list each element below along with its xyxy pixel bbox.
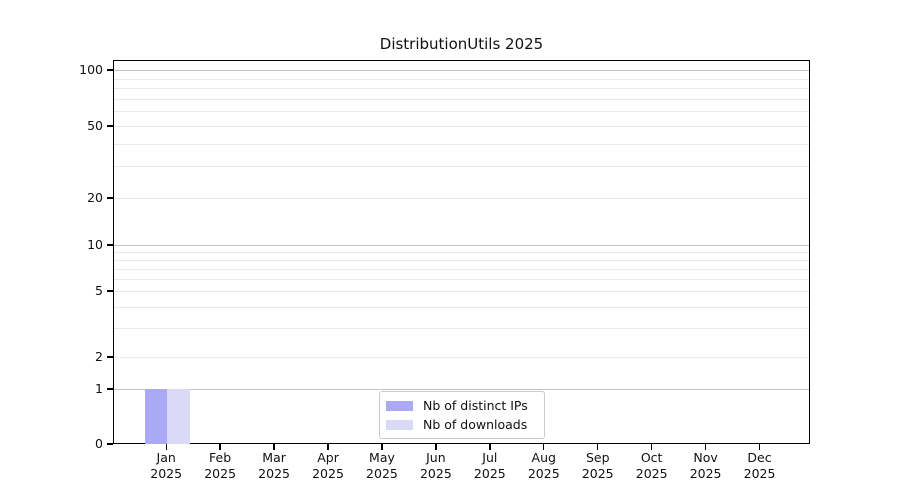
y-tick-label: 50	[87, 118, 103, 133]
x-tick	[489, 444, 491, 450]
y-tick	[107, 69, 113, 71]
x-tick	[597, 444, 599, 450]
x-tick	[704, 444, 707, 450]
y-tick-label: 100	[79, 62, 103, 77]
plot-area	[113, 60, 810, 444]
legend: Nb of distinct IPs Nb of downloads	[379, 391, 545, 439]
x-tick-label: Apr 2025	[312, 450, 344, 481]
x-tick-label: Aug 2025	[527, 450, 560, 481]
x-tick-label: Feb 2025	[204, 450, 237, 481]
x-tick	[327, 444, 329, 450]
y-tick	[107, 388, 113, 390]
y-gridline-major	[114, 70, 809, 71]
y-tick	[107, 356, 113, 358]
y-gridline-minor	[114, 278, 809, 280]
legend-label: Nb of distinct IPs	[423, 398, 528, 413]
chart-title: DistributionUtils 2025	[379, 35, 544, 53]
y-gridline-minor	[114, 357, 809, 358]
y-gridline-minor	[114, 327, 809, 329]
x-tick-label: Mar 2025	[258, 450, 290, 481]
y-gridline-minor	[114, 88, 809, 90]
y-tick-label: 0	[95, 436, 103, 451]
y-tick-label: 10	[87, 237, 103, 252]
y-gridline-minor	[114, 126, 809, 127]
x-tick-label: Nov 2025	[689, 450, 722, 481]
y-tick	[107, 125, 113, 127]
x-tick	[650, 444, 653, 450]
y-tick	[107, 197, 113, 199]
y-gridline-minor	[114, 268, 809, 270]
legend-label: Nb of downloads	[423, 417, 528, 432]
x-tick-label: May 2025	[366, 450, 398, 481]
y-gridline-minor	[114, 78, 809, 80]
y-tick-label: 5	[95, 283, 103, 298]
y-gridline-minor	[114, 143, 809, 145]
y-gridline-minor	[114, 291, 809, 292]
x-tick-label: Sep 2025	[581, 450, 614, 481]
legend-swatch	[386, 419, 413, 430]
y-tick-label: 2	[95, 349, 103, 364]
legend-entry: Nb of distinct IPs	[386, 396, 538, 415]
bar-downloads	[167, 389, 190, 444]
y-gridline-major	[114, 245, 809, 246]
legend-entry: Nb of downloads	[386, 415, 538, 434]
y-tick	[107, 290, 113, 292]
y-gridline-minor	[114, 307, 809, 309]
x-tick-label: Oct 2025	[635, 450, 668, 481]
x-tick-label: Jan 2025	[150, 450, 183, 481]
x-tick	[273, 444, 275, 450]
x-tick	[758, 444, 761, 450]
y-gridline-minor	[114, 98, 809, 100]
y-gridline-minor	[114, 198, 809, 199]
x-tick	[435, 444, 437, 450]
x-tick	[381, 444, 383, 450]
legend-swatch	[386, 400, 413, 411]
bar-distinct-ips	[144, 389, 168, 444]
x-tick	[543, 444, 545, 450]
y-tick	[107, 244, 113, 246]
y-tick	[107, 443, 113, 445]
y-gridline-minor	[114, 251, 809, 253]
y-gridline-major	[114, 389, 809, 390]
y-tick-label: 1	[95, 381, 103, 396]
x-tick	[219, 444, 221, 450]
y-tick-label: 20	[87, 190, 103, 205]
x-tick-label: Dec 2025	[743, 450, 776, 481]
x-tick	[165, 444, 167, 450]
y-gridline-minor	[114, 259, 809, 261]
y-gridline-minor	[114, 166, 809, 168]
x-tick-label: Jun 2025	[419, 450, 452, 481]
x-tick-label: Jul 2025	[473, 450, 506, 481]
y-gridline-minor	[114, 111, 809, 113]
